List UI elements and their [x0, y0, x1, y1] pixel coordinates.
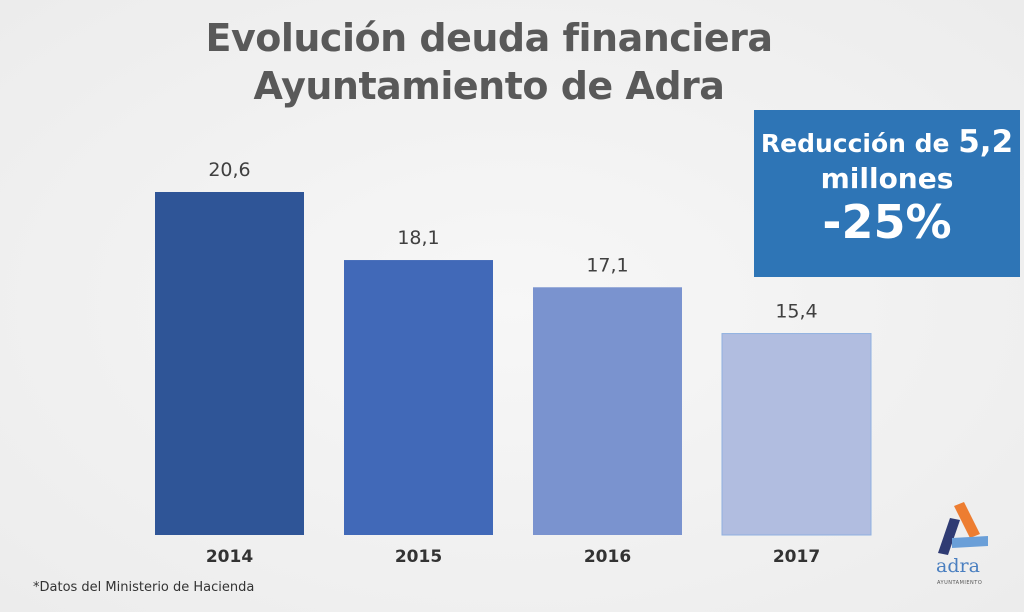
data-label-2017: 15,4 [775, 301, 817, 323]
logo-text: adra [936, 555, 980, 577]
callout-amount: 5,2 [958, 124, 1014, 160]
callout-text: Reducción de [760, 129, 950, 158]
logo-mark-icon [938, 502, 988, 555]
x-tick-2017: 2017 [773, 547, 820, 567]
bar-2014 [155, 192, 304, 535]
data-label-2014: 20,6 [208, 159, 250, 181]
title-line-1: Evolución deuda financiera [205, 16, 773, 60]
adra-logo: adra AYUNTAMIENTO [928, 500, 1008, 608]
x-tick-2015: 2015 [395, 547, 442, 567]
callout-unit: millones [820, 162, 954, 195]
footnote: *Datos del Ministerio de Hacienda [33, 580, 255, 595]
title-line-2: Ayuntamiento de Adra [253, 64, 725, 108]
data-label-2015: 18,1 [397, 227, 439, 249]
logo-subtext: AYUNTAMIENTO [937, 580, 983, 586]
bar-2016 [533, 287, 682, 535]
callout-percent: -25% [822, 195, 952, 249]
bar-2017 [721, 333, 872, 536]
x-tick-2014: 2014 [206, 547, 253, 567]
data-label-2016: 17,1 [586, 254, 628, 276]
chart-title: Evolución deuda financiera Ayuntamiento … [0, 14, 978, 110]
reduction-callout: Reducción de 5,2 millones -25% [754, 110, 1020, 277]
bar-2015 [344, 260, 493, 535]
x-tick-2016: 2016 [584, 547, 631, 567]
